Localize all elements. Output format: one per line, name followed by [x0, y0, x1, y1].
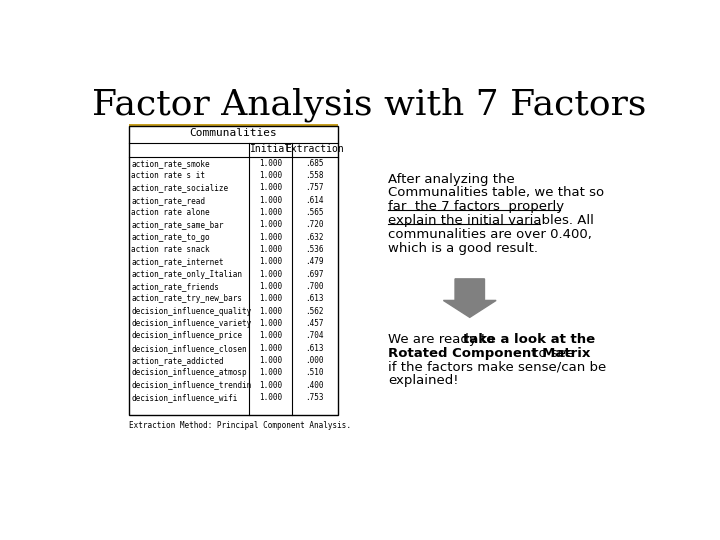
Text: .720: .720 — [305, 220, 324, 230]
Text: decision_influence_wifi: decision_influence_wifi — [131, 393, 238, 402]
Text: 1.000: 1.000 — [258, 319, 282, 328]
Text: action_rate_read: action_rate_read — [131, 196, 205, 205]
Text: decision_influence_variety: decision_influence_variety — [131, 319, 251, 328]
Text: 1.000: 1.000 — [258, 171, 282, 180]
Text: Communalities: Communalities — [189, 129, 277, 138]
Text: decision_influence_quality: decision_influence_quality — [131, 307, 251, 316]
Text: .753: .753 — [305, 393, 324, 402]
Text: to see: to see — [528, 347, 574, 360]
Text: 1.000: 1.000 — [258, 159, 282, 168]
Text: .457: .457 — [305, 319, 324, 328]
Text: 1.000: 1.000 — [258, 393, 282, 402]
Bar — [129, 126, 338, 415]
Text: .562: .562 — [305, 307, 324, 316]
Text: action_rate_try_new_bars: action_rate_try_new_bars — [131, 294, 242, 303]
Text: action_rate_socialize: action_rate_socialize — [131, 184, 228, 192]
Text: Communalities table, we that so: Communalities table, we that so — [388, 186, 605, 199]
Text: Rotated Component Matrix: Rotated Component Matrix — [388, 347, 590, 360]
Text: .510: .510 — [305, 368, 324, 377]
Polygon shape — [444, 279, 496, 318]
Text: far  the 7 factors  properly: far the 7 factors properly — [388, 200, 564, 213]
Text: decision_influence_price: decision_influence_price — [131, 332, 242, 340]
Text: .614: .614 — [305, 196, 324, 205]
Text: .704: .704 — [305, 332, 324, 340]
Text: 1.000: 1.000 — [258, 294, 282, 303]
Text: 1.000: 1.000 — [258, 368, 282, 377]
Text: 1.000: 1.000 — [258, 356, 282, 365]
Text: .697: .697 — [305, 270, 324, 279]
Text: .565: .565 — [305, 208, 324, 217]
Text: .613: .613 — [305, 294, 324, 303]
Text: decision_influence_trendin: decision_influence_trendin — [131, 381, 251, 390]
Text: action rate s it: action rate s it — [131, 171, 205, 180]
Text: decision_influence_atmosp: decision_influence_atmosp — [131, 368, 247, 377]
Text: After analyzing the: After analyzing the — [388, 173, 515, 186]
Text: 1.000: 1.000 — [258, 258, 282, 266]
Text: .400: .400 — [305, 381, 324, 390]
Text: if the factors make sense/can be: if the factors make sense/can be — [388, 361, 607, 374]
Text: .000: .000 — [305, 356, 324, 365]
Text: action_rate_friends: action_rate_friends — [131, 282, 219, 291]
Text: action_rate_to_go: action_rate_to_go — [131, 233, 210, 242]
Text: action rate snack: action rate snack — [131, 245, 210, 254]
Text: action_rate_internet: action_rate_internet — [131, 258, 224, 266]
Text: Extraction: Extraction — [285, 144, 344, 154]
Text: .685: .685 — [305, 159, 324, 168]
Text: Extraction Method: Principal Component Analysis.: Extraction Method: Principal Component A… — [129, 421, 351, 430]
Text: 1.000: 1.000 — [258, 343, 282, 353]
Text: action_rate_same_bar: action_rate_same_bar — [131, 220, 224, 230]
Text: 1.000: 1.000 — [258, 282, 282, 291]
Text: .700: .700 — [305, 282, 324, 291]
Text: explained!: explained! — [388, 374, 459, 387]
Text: 1.000: 1.000 — [258, 220, 282, 230]
Text: We are ready to: We are ready to — [388, 333, 499, 346]
Text: 1.000: 1.000 — [258, 245, 282, 254]
Text: Initial: Initial — [250, 144, 291, 154]
Text: .536: .536 — [305, 245, 324, 254]
Text: .558: .558 — [305, 171, 324, 180]
Text: 1.000: 1.000 — [258, 332, 282, 340]
Text: action_rate_addicted: action_rate_addicted — [131, 356, 224, 365]
Text: explain the initial variables. All: explain the initial variables. All — [388, 214, 594, 227]
Bar — [129, 124, 338, 129]
Text: 1.000: 1.000 — [258, 233, 282, 242]
Text: communalities are over 0.400,: communalities are over 0.400, — [388, 228, 593, 241]
Text: .613: .613 — [305, 343, 324, 353]
Text: .632: .632 — [305, 233, 324, 242]
Text: action_rate_smoke: action_rate_smoke — [131, 159, 210, 168]
Text: 1.000: 1.000 — [258, 270, 282, 279]
Text: 1.000: 1.000 — [258, 307, 282, 316]
Text: which is a good result.: which is a good result. — [388, 242, 539, 255]
Text: Factor Analysis with 7 Factors: Factor Analysis with 7 Factors — [92, 88, 646, 123]
Text: 1.000: 1.000 — [258, 184, 282, 192]
Text: decision_influence_closen: decision_influence_closen — [131, 343, 247, 353]
Text: 1.000: 1.000 — [258, 381, 282, 390]
Text: 1.000: 1.000 — [258, 208, 282, 217]
Text: take a look at the: take a look at the — [463, 333, 595, 346]
Text: .757: .757 — [305, 184, 324, 192]
Text: action_rate_only_Italian: action_rate_only_Italian — [131, 270, 242, 279]
Text: .479: .479 — [305, 258, 324, 266]
Text: action rate alone: action rate alone — [131, 208, 210, 217]
Text: 1.000: 1.000 — [258, 196, 282, 205]
